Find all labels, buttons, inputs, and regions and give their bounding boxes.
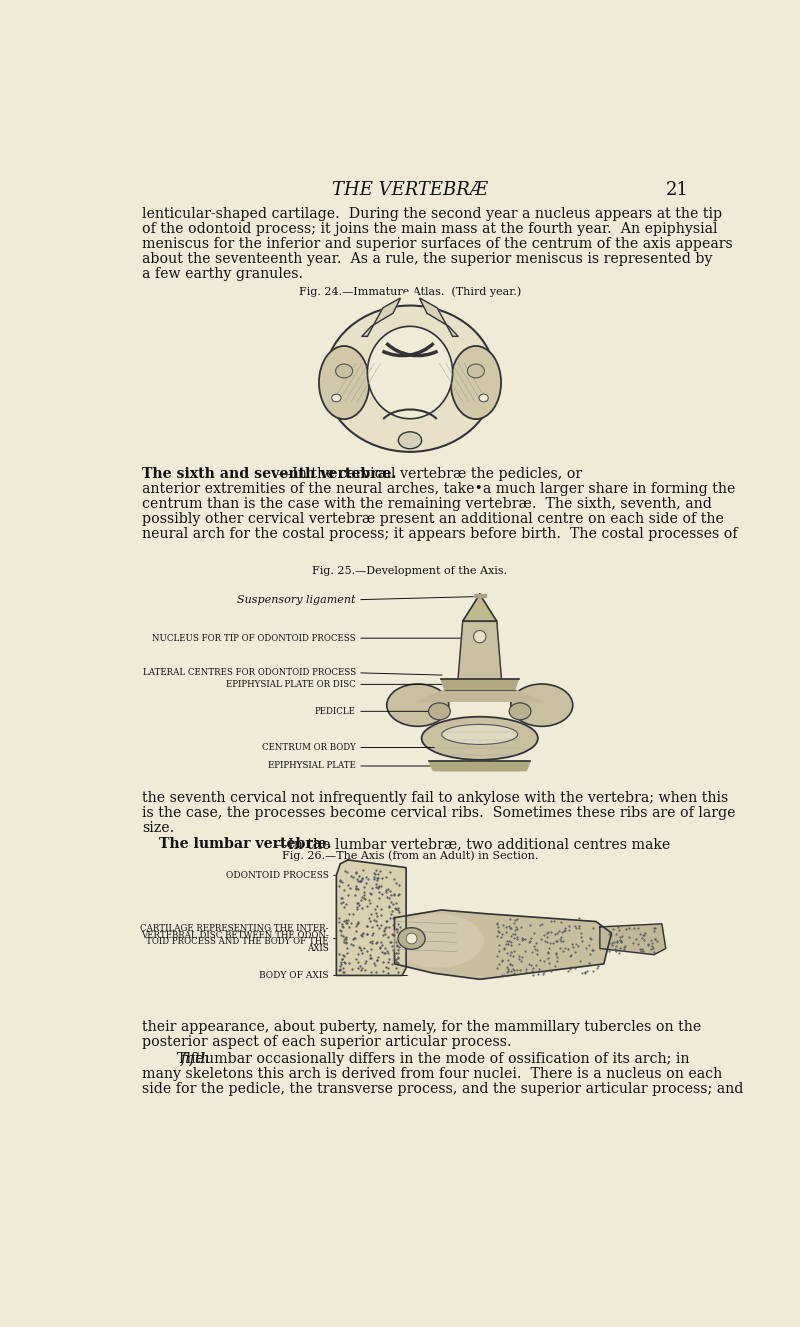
Text: many skeletons this arch is derived from four nuclei.  There is a nucleus on eac: many skeletons this arch is derived from… bbox=[142, 1067, 722, 1080]
Ellipse shape bbox=[336, 364, 353, 378]
Text: anterior extremities of the neural arches, take•a much larger share in forming t: anterior extremities of the neural arche… bbox=[142, 482, 735, 496]
Ellipse shape bbox=[509, 703, 531, 719]
Text: PEDICLE: PEDICLE bbox=[315, 707, 356, 715]
Text: ODONTOID PROCESS: ODONTOID PROCESS bbox=[226, 871, 329, 880]
Text: posterior aspect of each superior articular process.: posterior aspect of each superior articu… bbox=[142, 1035, 512, 1050]
Text: EPIPHYSIAL PLATE OR DISC: EPIPHYSIAL PLATE OR DISC bbox=[226, 679, 356, 689]
Ellipse shape bbox=[467, 364, 485, 378]
Text: about the seventeenth year.  As a rule, the superior meniscus is represented by: about the seventeenth year. As a rule, t… bbox=[142, 252, 713, 265]
Text: side for the pedicle, the transverse process, and the superior articular process: side for the pedicle, the transverse pro… bbox=[142, 1082, 743, 1096]
Ellipse shape bbox=[442, 725, 518, 744]
Polygon shape bbox=[401, 292, 419, 297]
Text: of the odontoid process; it joins the main mass at the fourth year.  An epiphysi: of the odontoid process; it joins the ma… bbox=[142, 222, 718, 236]
Polygon shape bbox=[474, 594, 486, 597]
Ellipse shape bbox=[332, 394, 341, 402]
Ellipse shape bbox=[479, 394, 488, 402]
Polygon shape bbox=[430, 762, 530, 771]
Text: is the case, the processes become cervical ribs.  Sometimes these ribs are of la: is the case, the processes become cervic… bbox=[142, 805, 736, 820]
Polygon shape bbox=[458, 621, 502, 679]
Text: possibly other cervical vertebræ present an additional centre on each side of th: possibly other cervical vertebræ present… bbox=[142, 512, 724, 527]
Text: AXIS: AXIS bbox=[307, 945, 329, 953]
Ellipse shape bbox=[398, 431, 422, 449]
Text: lenticular-shaped cartilage.  During the second year a nucleus appears at the ti: lenticular-shaped cartilage. During the … bbox=[142, 207, 722, 222]
Text: NUCLEUS FOR TIP OF ODONTOID PROCESS: NUCLEUS FOR TIP OF ODONTOID PROCESS bbox=[152, 634, 356, 642]
Text: Fig. 24.—Immature Atlas.  (Third year.): Fig. 24.—Immature Atlas. (Third year.) bbox=[299, 287, 521, 297]
Polygon shape bbox=[362, 297, 401, 336]
Text: EPIPHYSIAL PLATE: EPIPHYSIAL PLATE bbox=[268, 762, 356, 771]
Text: lumbar occasionally differs in the mode of ossification of its arch; in: lumbar occasionally differs in the mode … bbox=[197, 1052, 690, 1066]
Text: centrum than is the case with the remaining vertebræ.  The sixth, seventh, and: centrum than is the case with the remain… bbox=[142, 498, 712, 511]
Ellipse shape bbox=[510, 683, 573, 726]
Text: VERTEBRAL DISC BETWEEN THE ODON-: VERTEBRAL DISC BETWEEN THE ODON- bbox=[141, 930, 329, 940]
Circle shape bbox=[406, 933, 417, 943]
Text: their appearance, about puberty, namely, for the mammillary tubercles on the: their appearance, about puberty, namely,… bbox=[142, 1020, 702, 1034]
Polygon shape bbox=[600, 924, 666, 954]
Text: meniscus for the inferior and superior surfaces of the centrum of the axis appea: meniscus for the inferior and superior s… bbox=[142, 238, 733, 251]
Ellipse shape bbox=[319, 346, 370, 419]
Text: CARTILAGE REPRESENTING THE INTER-: CARTILAGE REPRESENTING THE INTER- bbox=[140, 924, 329, 933]
Text: a few earthy granules.: a few earthy granules. bbox=[142, 267, 303, 281]
Text: Fig. 25.—Development of the Axis.: Fig. 25.—Development of the Axis. bbox=[313, 565, 507, 576]
Text: The sixth and seventh vertebræ.: The sixth and seventh vertebræ. bbox=[142, 467, 397, 482]
Text: 21: 21 bbox=[666, 180, 689, 199]
Text: THE VERTEBRÆ: THE VERTEBRÆ bbox=[332, 180, 488, 199]
Text: Fig. 26.—The Axis (from an Adult) in Section.: Fig. 26.—The Axis (from an Adult) in Sec… bbox=[282, 851, 538, 861]
Polygon shape bbox=[441, 679, 518, 690]
Text: —In the lumbar vertebræ, two additional centres make: —In the lumbar vertebræ, two additional … bbox=[274, 837, 670, 851]
Ellipse shape bbox=[429, 703, 450, 719]
Text: TOID PROCESS AND THE BODY OF THE: TOID PROCESS AND THE BODY OF THE bbox=[146, 937, 329, 946]
Polygon shape bbox=[419, 297, 458, 336]
Text: BODY OF AXIS: BODY OF AXIS bbox=[259, 971, 329, 979]
Text: fifth: fifth bbox=[181, 1052, 210, 1066]
Ellipse shape bbox=[386, 683, 449, 726]
Text: CENTRUM OR BODY: CENTRUM OR BODY bbox=[262, 743, 356, 752]
Text: the seventh cervical not infrequently fail to ankylose with the vertebra; when t: the seventh cervical not infrequently fa… bbox=[142, 791, 729, 804]
Text: neural arch for the costal process; it appears before birth.  The costal process: neural arch for the costal process; it a… bbox=[142, 527, 738, 541]
Polygon shape bbox=[418, 690, 542, 702]
Ellipse shape bbox=[325, 305, 495, 451]
Polygon shape bbox=[394, 910, 611, 979]
Text: Suspensory ligament: Suspensory ligament bbox=[238, 594, 356, 605]
Ellipse shape bbox=[398, 928, 425, 949]
Text: The lumbar vertebræ.: The lumbar vertebræ. bbox=[159, 837, 332, 851]
Ellipse shape bbox=[450, 346, 501, 419]
Text: LATERAL CENTRES FOR ODONTOID PROCESS: LATERAL CENTRES FOR ODONTOID PROCESS bbox=[142, 669, 356, 677]
Text: —In the cervical vertebræ the pedicles, or: —In the cervical vertebræ the pedicles, … bbox=[278, 467, 582, 482]
Ellipse shape bbox=[422, 717, 538, 760]
Polygon shape bbox=[336, 860, 406, 975]
Text: size.: size. bbox=[142, 820, 174, 835]
Ellipse shape bbox=[390, 914, 484, 967]
Text: The: The bbox=[159, 1052, 209, 1066]
Circle shape bbox=[474, 630, 486, 642]
Polygon shape bbox=[462, 594, 497, 621]
Ellipse shape bbox=[367, 326, 453, 419]
